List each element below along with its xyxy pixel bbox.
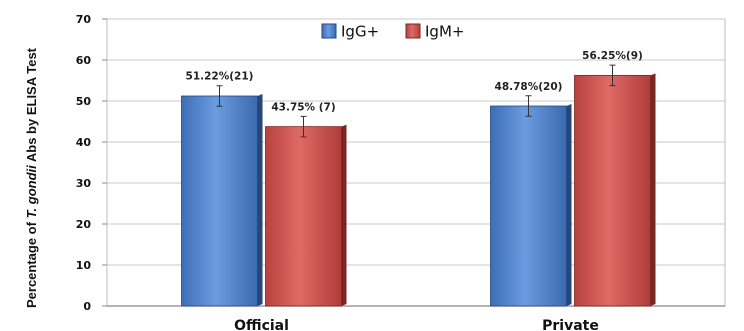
y-tick-label: 30: [76, 177, 92, 190]
y-tick-label: 70: [76, 13, 92, 26]
y-tick-label: 20: [76, 218, 92, 231]
bar-IgM-private: [574, 74, 651, 307]
y-tick-label: 10: [76, 259, 92, 272]
y-tick-label: 50: [76, 95, 92, 108]
bar-side: [650, 73, 656, 306]
data-label: 48.78%(20): [495, 81, 563, 93]
legend-label: IgG+: [341, 23, 379, 41]
legend-swatch: [405, 23, 421, 39]
legend-swatch: [321, 23, 337, 39]
labels: 51.22%(21) 43.75% (7) Official 48.78%(20) 56…: [186, 50, 643, 331]
data-label: 51.22%(21): [186, 71, 254, 83]
legend-label: IgM+: [425, 23, 464, 41]
bars: [181, 64, 656, 307]
y-tick-label: 40: [76, 136, 92, 149]
legend: IgG+ IgM+: [321, 23, 464, 41]
y-axis-label: Percentage of T. gondii Abs by ELISA Tes…: [24, 47, 39, 308]
y-tick-label: 60: [76, 54, 92, 67]
data-label: 43.75% (7): [271, 101, 335, 113]
x-tick-label: Private: [542, 318, 599, 331]
bar-side: [257, 93, 263, 306]
bar-IgG-official: [181, 95, 258, 307]
bar-IgG-private: [490, 105, 567, 307]
y-tick-label: 0: [83, 300, 91, 313]
bar-IgM-official: [265, 126, 342, 307]
bar-side: [341, 124, 347, 306]
x-tick-label: Official: [234, 318, 289, 331]
data-label: 56.25%(9): [582, 50, 643, 62]
bar-side: [566, 104, 572, 306]
